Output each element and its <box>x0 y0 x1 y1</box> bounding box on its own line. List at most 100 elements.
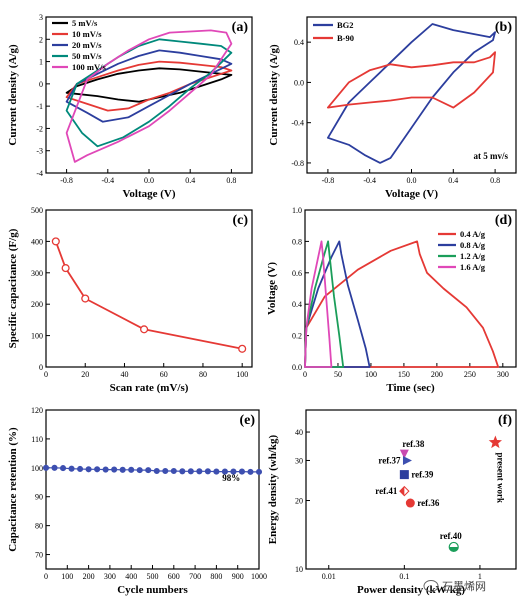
data-point <box>102 466 109 473</box>
y-tick-label: 1.0 <box>292 206 302 215</box>
panel-e: 0 100 200 300 400 500 600 700 800 900 1000 70 80 90 10… <box>7 406 267 596</box>
data-point <box>221 468 228 475</box>
y-tick-label: 0.8 <box>292 237 302 246</box>
y-tick-label: 80 <box>35 522 43 531</box>
legend-entry: BG2 <box>337 20 354 30</box>
plot-frame-f <box>305 409 517 570</box>
circle-marker <box>405 498 415 508</box>
x-axis-label: Scan rate (mV/s) <box>110 382 189 394</box>
data-point <box>238 468 246 475</box>
panel-a: -0.8 -0.4 0.0 0.4 0.8 -4 -3 -2 -1 0 1 2 3 Voltage (V)… <box>7 13 253 200</box>
point-label: ref.39 <box>411 470 434 480</box>
annotation-text: at 5 mv/s <box>474 151 509 161</box>
x-tick-label: 150 <box>398 370 410 379</box>
y-tick-label: -1 <box>36 102 43 111</box>
y-tick-label: 120 <box>31 406 43 415</box>
data-point <box>61 264 70 273</box>
x-tick-label: 1000 <box>251 572 267 581</box>
x-tick-label: 100 <box>365 370 377 379</box>
y-tick-label: 2 <box>39 35 43 44</box>
legend-entry: 50 mV/s <box>72 51 102 61</box>
y-tick-label: 110 <box>31 435 43 444</box>
series-line <box>326 23 497 164</box>
data-point <box>42 464 50 471</box>
data-point <box>77 465 84 473</box>
series-line <box>65 49 233 123</box>
triangle-marker <box>402 455 412 465</box>
data-point <box>170 467 177 475</box>
legend-entry: 100 mV/s <box>72 62 106 72</box>
x-tick-label: 0 <box>303 370 307 379</box>
legend: 0.4 A/g0.8 A/g1.2 A/g1.6 A/g <box>438 229 486 272</box>
x-tick-label: 500 <box>147 572 159 581</box>
y-axis-label: Capacitance retention (%) <box>7 427 19 552</box>
data-point <box>119 466 126 473</box>
y-tick-label: 0.4 <box>292 300 302 309</box>
x-tick-label: 800 <box>210 572 222 581</box>
data-point <box>111 466 118 473</box>
scatter-point: ref.37 <box>378 455 412 465</box>
y-tick-label: 300 <box>31 269 43 278</box>
series-line <box>65 67 233 103</box>
y-axis-label: Current density (A/g) <box>268 44 280 146</box>
legend-entry: 0.4 A/g <box>460 229 486 239</box>
series-line <box>65 29 233 163</box>
y-tick-label: 3 <box>39 13 43 22</box>
data-point <box>247 468 254 475</box>
series-line <box>304 240 371 368</box>
x-tick-label: 0.1 <box>399 572 409 581</box>
panel-b: -0.8 -0.4 0.0 0.4 0.8 -0.8 -0.4 0.0 0.4 Voltage (… <box>268 16 517 200</box>
panel-c: 0 20 40 60 80 100 0 100 200 300 400 500 Scan rate (m… <box>7 206 253 394</box>
y-tick-label: 20 <box>295 497 303 506</box>
y-tick-label: 1 <box>39 58 43 67</box>
panel-label: (d) <box>495 213 512 228</box>
wechat-icon <box>423 580 439 592</box>
x-axis-label: Time (sec) <box>386 382 435 394</box>
y-tick-label: 70 <box>35 551 43 560</box>
x-tick-label: -0.4 <box>363 176 376 185</box>
x-tick-label: 300 <box>497 370 509 379</box>
y-tick-label: 0.4 <box>294 38 304 47</box>
x-tick-label: 0 <box>44 572 48 581</box>
x-tick-label: 400 <box>125 572 137 581</box>
data-point <box>162 467 169 475</box>
panel-label: (e) <box>239 413 255 428</box>
x-axis-label: Cycle numbers <box>117 584 188 596</box>
panel-label: (f) <box>498 413 512 428</box>
data-point <box>153 467 160 475</box>
y-tick-label: 200 <box>31 300 43 309</box>
x-tick-label: 40 <box>120 370 128 379</box>
watermark-text: 石墨烯网 <box>442 580 486 593</box>
data-point <box>85 466 92 473</box>
data-point <box>204 468 211 475</box>
panel-label: (a) <box>232 20 249 35</box>
y-axis-label: Voltage (V) <box>266 262 278 315</box>
y-tick-label: 90 <box>35 493 43 502</box>
y-tick-label: 0 <box>39 363 43 372</box>
x-tick-label: 0.8 <box>490 176 500 185</box>
y-tick-label: -4 <box>36 169 43 178</box>
x-tick-label: 200 <box>431 370 443 379</box>
series-line <box>326 51 497 109</box>
x-tick-label: 0.8 <box>226 176 236 185</box>
y-axis-label: Current density (A/g) <box>7 44 19 146</box>
y-tick-label: 400 <box>31 237 43 246</box>
scatter-point: ref.41 <box>375 485 410 497</box>
y-tick-label: -0.8 <box>291 159 304 168</box>
y-tick-label: 0 <box>39 80 43 89</box>
y-tick-label: 100 <box>31 332 43 341</box>
y-tick-label: -0.4 <box>291 119 304 128</box>
legend-entry: 0.8 A/g <box>460 240 486 250</box>
data-point <box>140 325 149 334</box>
x-axis-label: Voltage (V) <box>122 188 175 200</box>
x-tick-label: 100 <box>236 370 248 379</box>
data-point <box>59 465 67 472</box>
x-tick-label: 200 <box>83 572 95 581</box>
y-tick-label: 0.0 <box>294 78 304 87</box>
legend-entry: B-90 <box>337 33 354 43</box>
y-tick-label: 30 <box>295 456 303 465</box>
annotation-text: 98% <box>222 473 240 483</box>
